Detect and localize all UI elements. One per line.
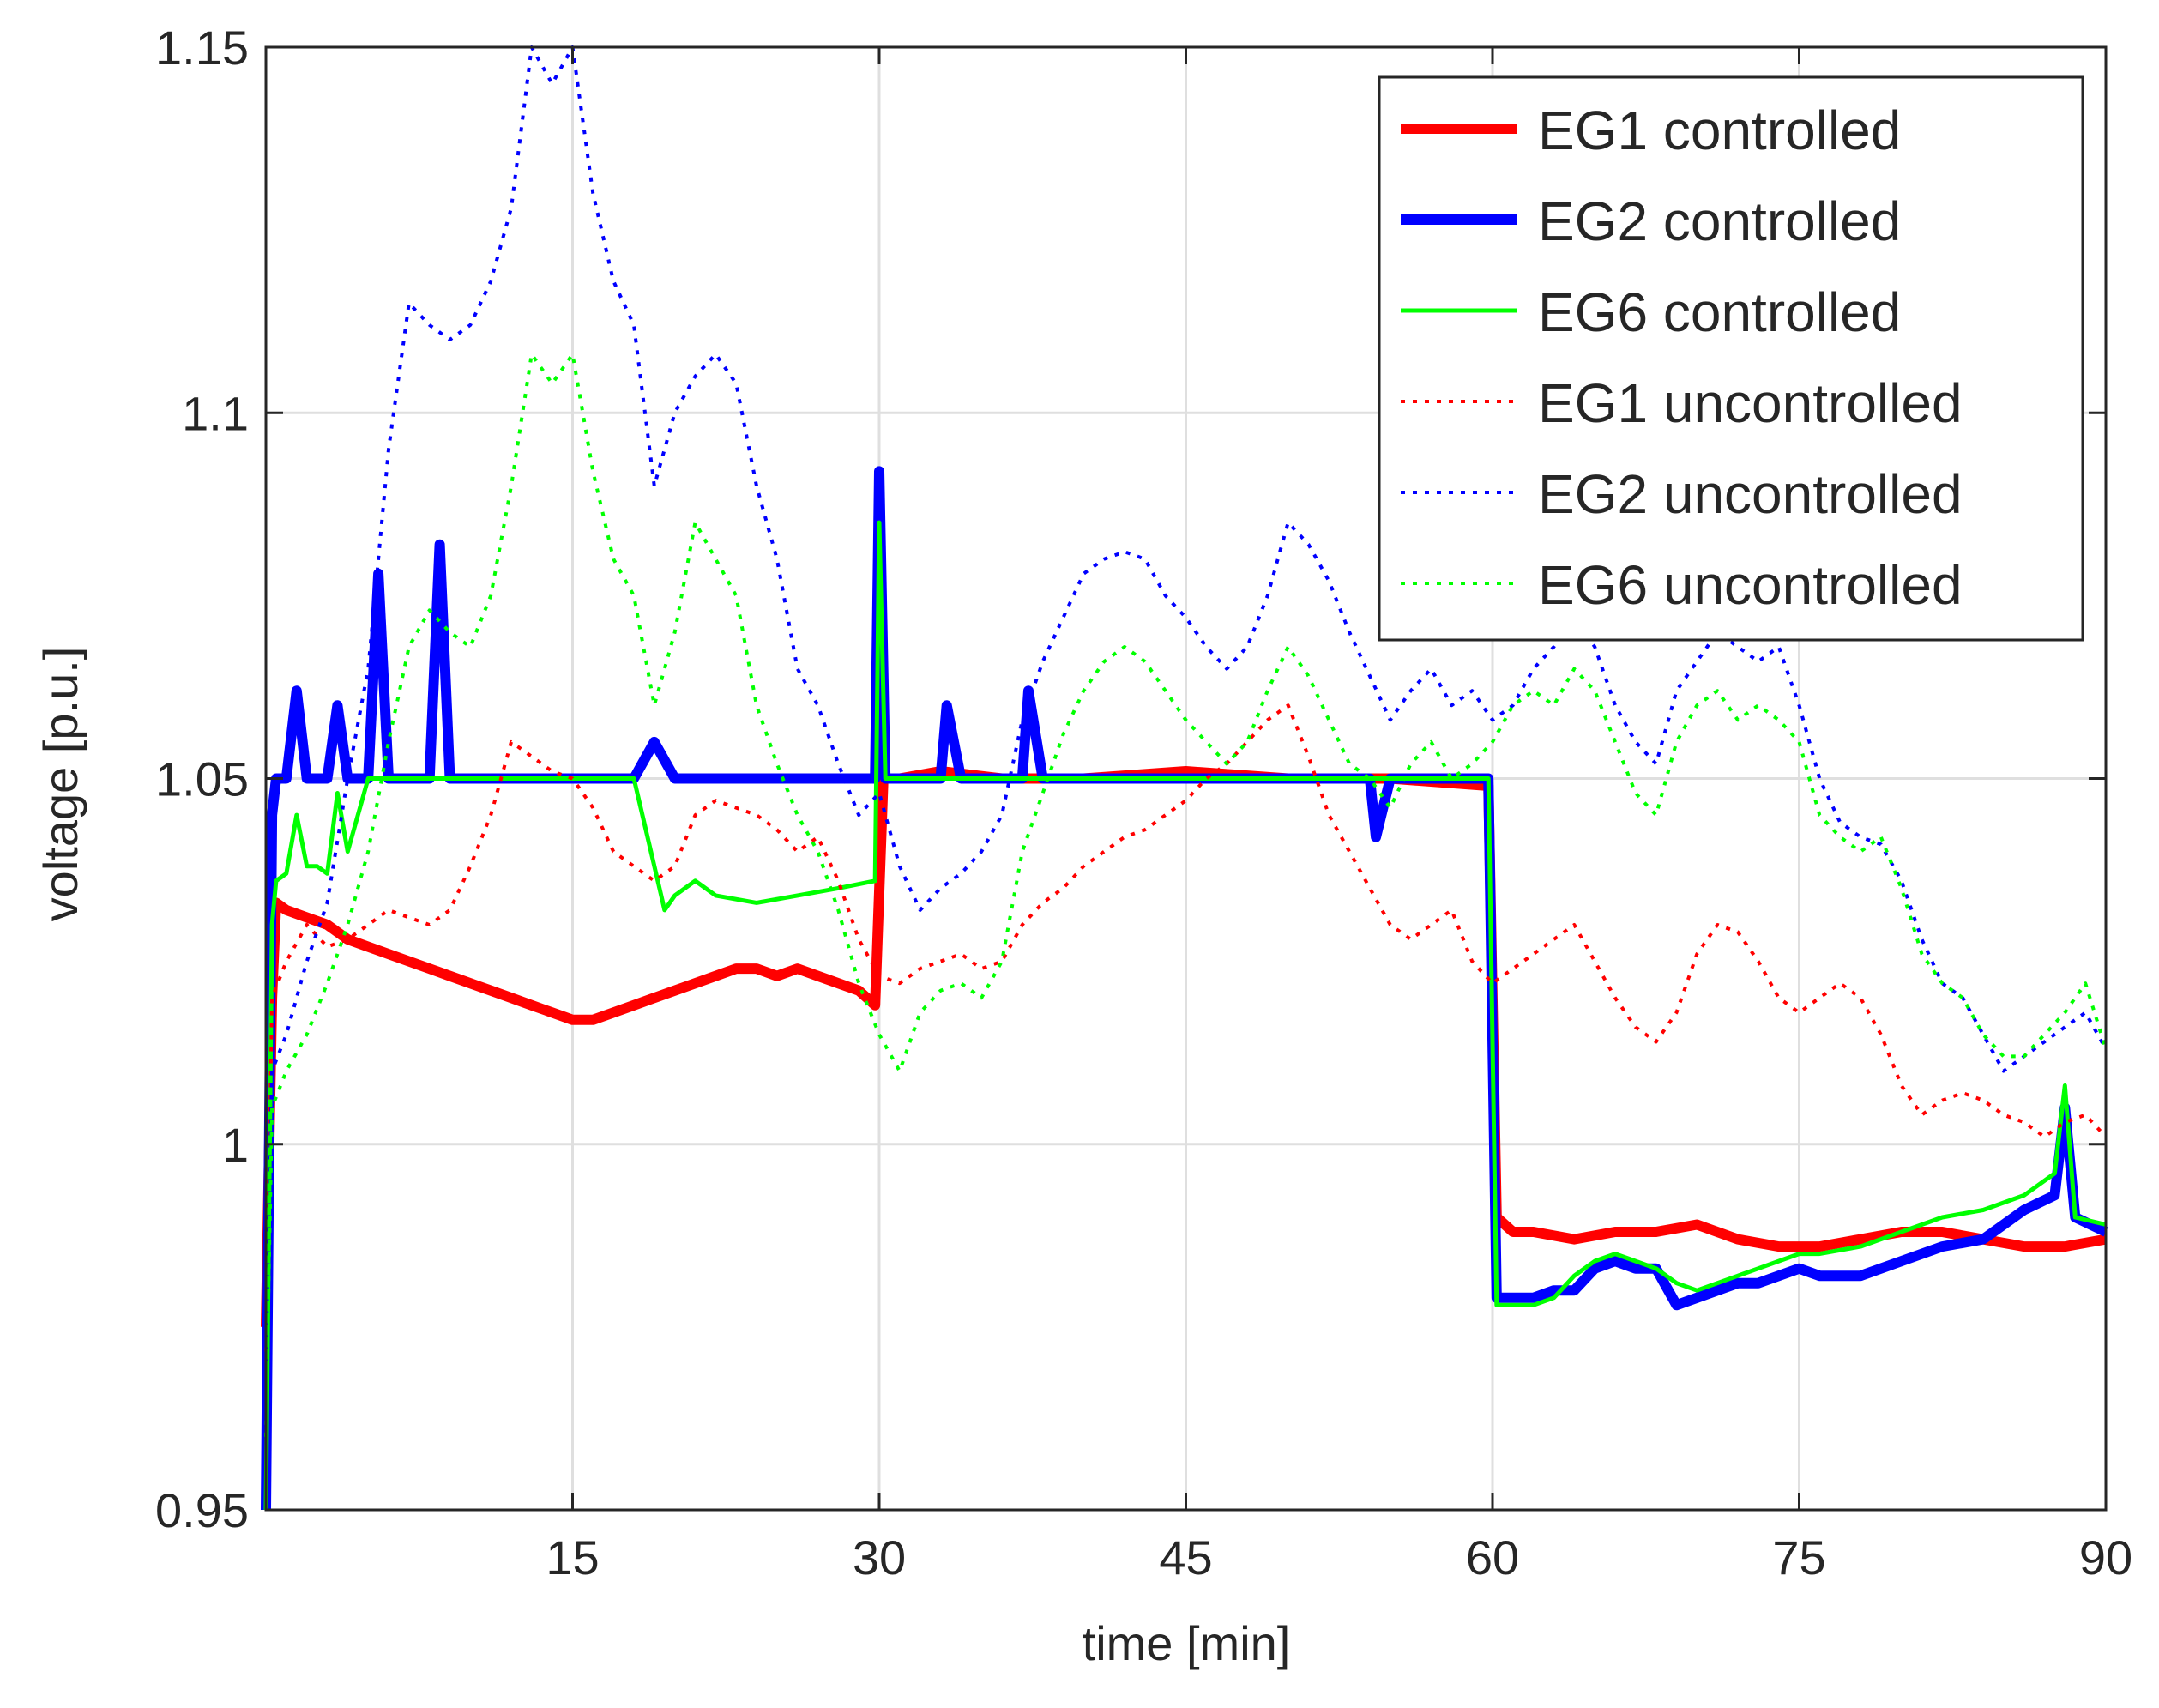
x-tick-label: 75 <box>1772 1530 1825 1584</box>
legend-box <box>1378 75 2084 642</box>
tick-labels: 15 30 45 60 75 90 0.95 1 1.05 1.1 1.15 <box>155 21 2132 1584</box>
x-axis-label: time [min] <box>1083 1616 1291 1670</box>
series-line-eg1-controlled <box>261 766 2108 1328</box>
axes <box>264 45 2108 1512</box>
y-tick-label: 1 <box>222 1118 249 1172</box>
legend-label: EG6 uncontrolled <box>1538 554 1963 616</box>
legend-label: EG1 controlled <box>1538 100 1901 161</box>
x-tick-label: 45 <box>1159 1530 1212 1584</box>
x-tick-label: 60 <box>1466 1530 1519 1584</box>
legend: EG1 controlled EG2 controlled EG6 controll… <box>1378 75 2084 642</box>
y-tick-label: 1.1 <box>182 386 249 440</box>
series-line-eg2-uncontrolled <box>264 45 2108 1364</box>
y-tick-label: 1.15 <box>155 21 249 75</box>
legend-label: EG2 controlled <box>1538 190 1901 252</box>
series-line-eg1-uncontrolled <box>264 703 2108 1364</box>
y-tick-label: 1.05 <box>155 752 249 806</box>
legend-label: EG1 uncontrolled <box>1538 372 1963 434</box>
x-tick-label: 15 <box>546 1530 599 1584</box>
legend-label: EG2 uncontrolled <box>1538 463 1963 525</box>
series-line-eg6-controlled <box>263 520 2107 1511</box>
x-tick-label: 90 <box>2079 1530 2132 1584</box>
y-axis-label: voltage [p.u.] <box>33 647 87 922</box>
x-tick-label: 30 <box>853 1530 906 1584</box>
legend-label: EG6 controlled <box>1538 281 1901 343</box>
series-line-eg6-uncontrolled <box>264 353 2108 1437</box>
series-layer <box>261 45 2108 1511</box>
y-tick-label: 0.95 <box>155 1483 249 1537</box>
